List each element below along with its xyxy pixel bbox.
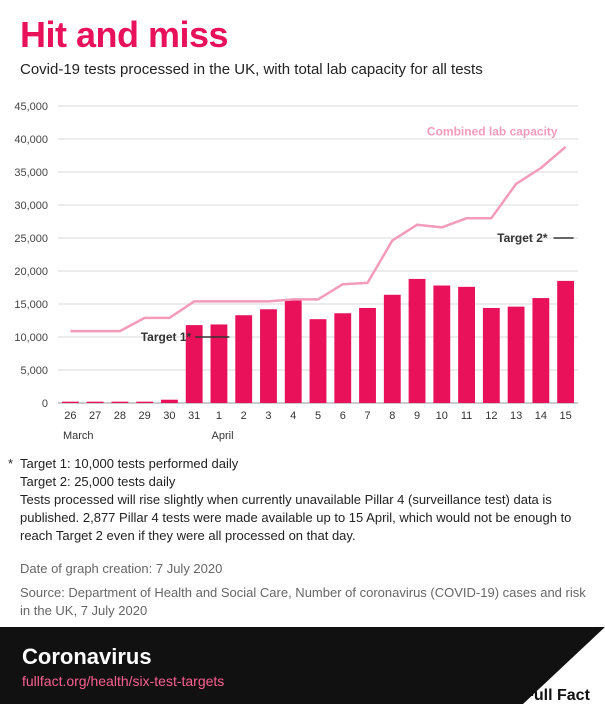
x-tick-label: 9 <box>414 410 420 422</box>
footer-topic: Coronavirus <box>22 644 152 669</box>
bar <box>383 294 401 403</box>
annotations: Combined lab capacity Target 1* Target 2* <box>141 125 574 344</box>
bar <box>532 298 550 403</box>
capacity-line-group <box>70 145 567 333</box>
x-tick-label: 29 <box>139 410 151 422</box>
y-tick-label: 30,000 <box>14 200 48 212</box>
footer-link[interactable]: fullfact.org/health/six-test-targets <box>22 673 225 689</box>
page-title: Hit and miss <box>20 14 229 55</box>
bar <box>433 285 451 403</box>
bar <box>334 313 352 403</box>
footer-bar: Coronavirus fullfact.org/health/six-test… <box>0 627 605 704</box>
bar <box>458 286 475 403</box>
y-tick-label: 45,000 <box>14 101 48 113</box>
fullfact-logo: Full Fact <box>523 627 605 704</box>
x-tick-label: 11 <box>461 410 472 422</box>
bar <box>557 280 575 403</box>
x-tick-label: 31 <box>188 410 200 422</box>
footnote-pillar4: Tests processed will rise slightly when … <box>20 492 572 543</box>
x-tick-label: 30 <box>163 410 175 422</box>
gridlines <box>58 105 578 404</box>
y-tick-label: 20,000 <box>14 266 48 278</box>
bars <box>61 278 575 403</box>
bar <box>235 315 253 403</box>
page-subtitle: Covid-19 tests processed in the UK, with… <box>20 61 483 78</box>
bar <box>359 307 376 403</box>
bar <box>507 306 525 403</box>
bar <box>408 278 426 403</box>
source-note: Source: Department of Health and Social … <box>20 585 586 618</box>
footnote-star: * <box>8 456 14 471</box>
x-tick-label: 28 <box>114 410 126 422</box>
month-label: March <box>63 430 94 442</box>
x-tick-label: 7 <box>364 410 370 422</box>
footnotes: * Target 1: 10,000 tests performed daily… <box>8 455 588 545</box>
x-tick-label: 5 <box>315 410 321 422</box>
bar <box>260 309 277 403</box>
logo-text: Full Fact <box>524 687 590 704</box>
x-tick-label: 12 <box>485 410 497 422</box>
month-label: April <box>212 430 234 442</box>
tests-chart: 0 5,000 10,000 15,000 20,000 25,000 30,000 35,0… <box>14 101 578 442</box>
bar <box>61 401 79 403</box>
bar <box>210 324 228 403</box>
footnote-target1: Target 1: 10,000 tests performed daily <box>20 456 239 471</box>
y-axis-ticks: 0 5,000 10,000 15,000 20,000 25,000 30,000 35,0… <box>14 101 48 410</box>
x-tick-label: 14 <box>535 410 547 422</box>
y-tick-label: 35,000 <box>14 167 48 179</box>
target2-label: Target 2* <box>497 231 548 245</box>
y-tick-label: 15,000 <box>14 299 48 311</box>
x-tick-label: 2 <box>241 410 247 422</box>
x-tick-label: 8 <box>389 410 395 422</box>
bar <box>482 307 500 403</box>
capacity-line <box>70 145 567 333</box>
graph-meta: Date of graph creation: 7 July 2020 Sour… <box>20 560 590 626</box>
logo-triangle <box>523 627 605 704</box>
bar <box>309 319 327 403</box>
x-tick-label: 6 <box>340 410 346 422</box>
x-tick-label: 4 <box>290 410 296 422</box>
capacity-label: Combined lab capacity <box>427 125 558 139</box>
footnote-target2: Target 2: 25,000 tests daily <box>20 474 176 489</box>
bar <box>161 399 178 403</box>
y-tick-label: 5,000 <box>20 365 48 377</box>
y-tick-label: 10,000 <box>14 332 48 344</box>
x-tick-label: 13 <box>510 410 522 422</box>
y-tick-label: 0 <box>42 398 48 410</box>
x-tick-label: 10 <box>436 410 448 422</box>
y-tick-label: 40,000 <box>14 134 48 146</box>
bar <box>111 401 129 403</box>
bar <box>136 401 154 403</box>
x-tick-label: 3 <box>265 410 271 422</box>
x-tick-label: 26 <box>64 410 76 422</box>
x-tick-label: 27 <box>89 410 101 422</box>
creation-date: Date of graph creation: 7 July 2020 <box>20 561 223 576</box>
bar <box>284 299 302 403</box>
x-tick-label: 15 <box>559 410 571 422</box>
bar <box>86 401 104 403</box>
x-tick-label: 1 <box>216 410 222 422</box>
y-tick-label: 25,000 <box>14 233 48 245</box>
target1-label: Target 1* <box>141 330 192 344</box>
bar <box>185 325 203 403</box>
